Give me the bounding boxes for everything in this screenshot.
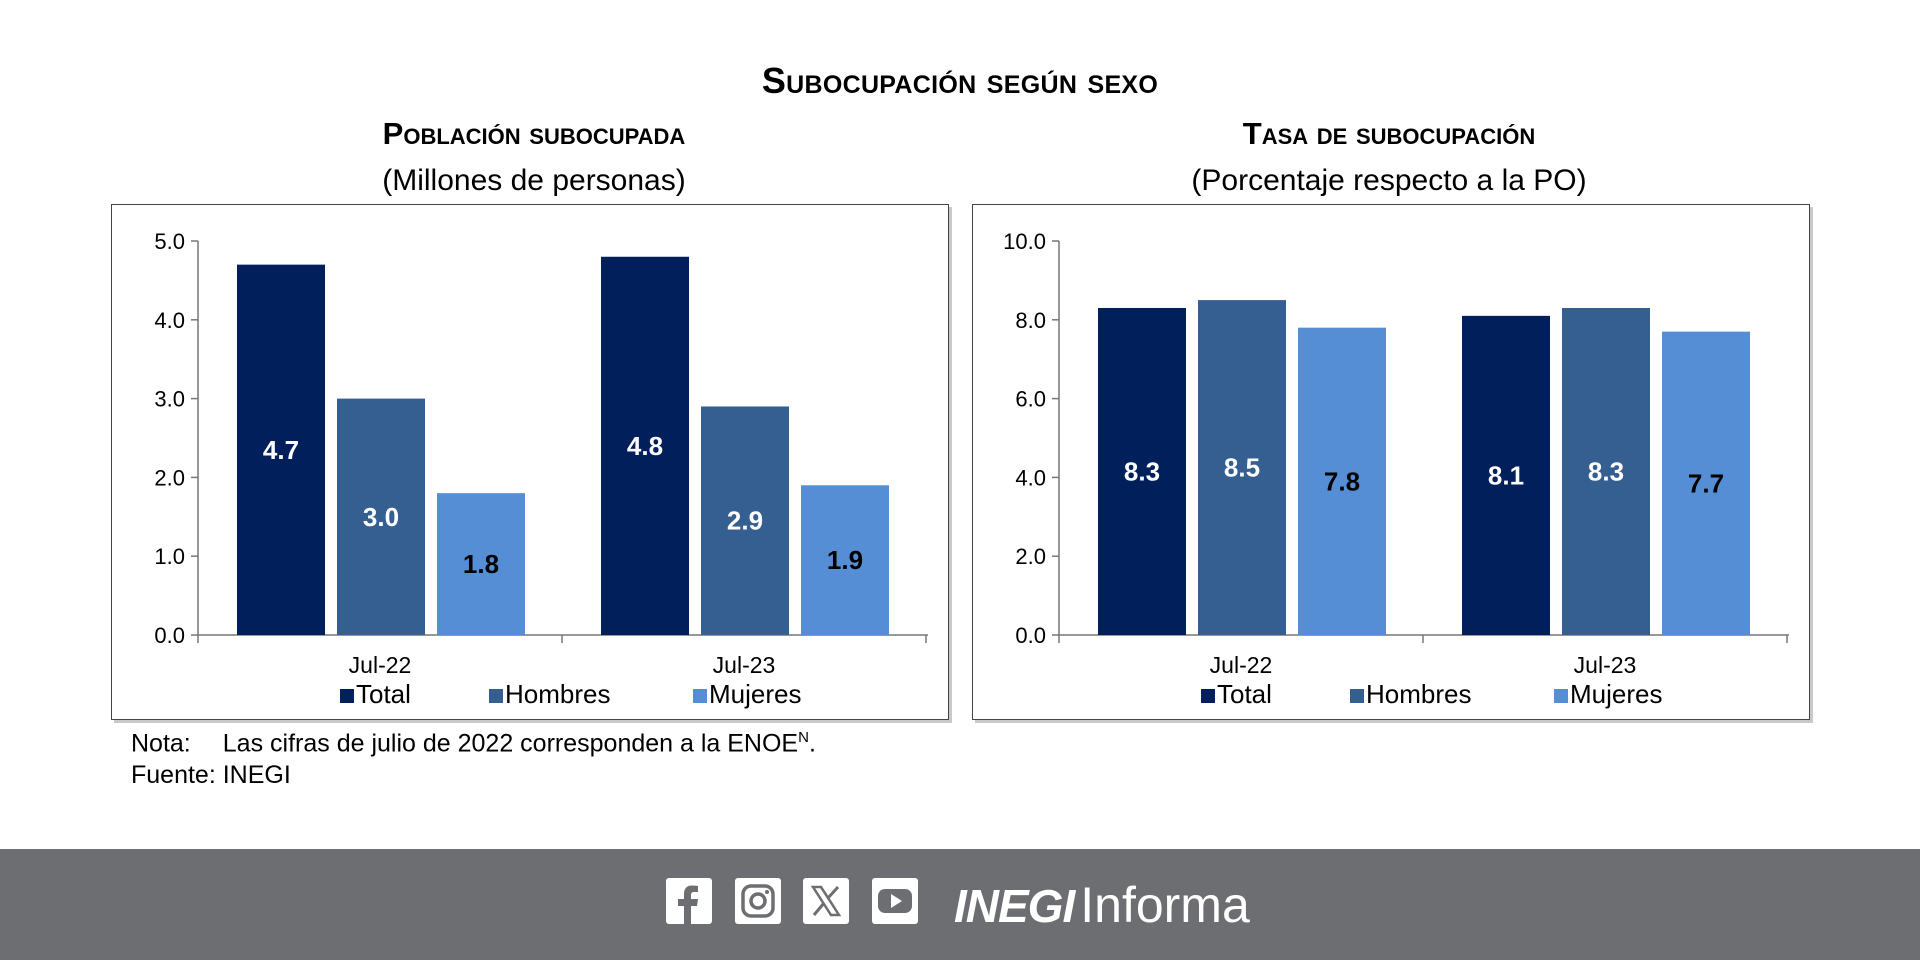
bar-total-jul-23 bbox=[601, 256, 689, 635]
legend-label-total: Total bbox=[1217, 679, 1272, 709]
facebook-icon[interactable] bbox=[666, 878, 712, 924]
y-tick-label: 2.0 bbox=[154, 465, 185, 490]
nota-end: . bbox=[808, 729, 816, 758]
chart-1-subtitle: (Millones de personas) bbox=[382, 164, 686, 197]
chart-2-title: Tasa de subocupación bbox=[1242, 116, 1536, 151]
category-label: Jul-22 bbox=[349, 652, 412, 678]
legend-swatch-hombres bbox=[1350, 689, 1364, 703]
legend-label-mujeres: Mujeres bbox=[709, 679, 801, 709]
bar-hombres-jul-23 bbox=[701, 406, 789, 635]
category-label: Jul-23 bbox=[713, 652, 776, 678]
y-tick-label: 8.0 bbox=[1015, 308, 1046, 333]
data-label: 8.5 bbox=[1224, 453, 1260, 483]
footer-bar bbox=[0, 849, 1920, 960]
y-tick-label: 0.0 bbox=[1015, 623, 1046, 648]
instagram-icon[interactable] bbox=[735, 878, 781, 924]
bar-total-jul-22 bbox=[1098, 307, 1186, 635]
data-label: 2.9 bbox=[727, 506, 763, 536]
fuente-row: Fuente: INEGI bbox=[131, 761, 291, 790]
bar-total-jul-23 bbox=[1462, 315, 1550, 635]
chart-rate: 0.0 2.0 4.0 6.0 8.0 10.0 8.3 8.5 7.8 Jul-22 8.1 8.3… bbox=[972, 204, 1810, 720]
data-label: 4.7 bbox=[263, 435, 299, 465]
chart-population-svg: 0.0 1.0 2.0 3.0 4.0 5.0 4.7 3.0 1.8 Jul-22 4.8 2.9 1… bbox=[154, 229, 928, 709]
x-icon[interactable] bbox=[803, 878, 849, 924]
data-label: 8.3 bbox=[1588, 456, 1624, 486]
legend-swatch-mujeres bbox=[693, 689, 707, 703]
bar-hombres-jul-22 bbox=[1198, 300, 1286, 635]
chart-1-title: Población subocupada bbox=[382, 116, 686, 151]
category-label: Jul-22 bbox=[1210, 652, 1273, 678]
bar-mujeres-jul-23 bbox=[801, 485, 889, 635]
legend-label-mujeres: Mujeres bbox=[1570, 679, 1662, 709]
bar-hombres-jul-23 bbox=[1562, 307, 1650, 635]
y-tick-label: 10.0 bbox=[1003, 229, 1046, 254]
notes: Nota: Las cifras de julio de 2022 corresp… bbox=[131, 722, 816, 791]
y-tick-label: 2.0 bbox=[1015, 544, 1046, 569]
nota-text: Las cifras de julio de 2022 corresponden… bbox=[222, 729, 799, 758]
brand-inegi: INEGI bbox=[954, 880, 1075, 932]
youtube-icon[interactable] bbox=[872, 878, 918, 924]
bar-mujeres-jul-22 bbox=[437, 493, 525, 635]
legend-label-hombres: Hombres bbox=[505, 679, 610, 709]
chart-population: 0.0 1.0 2.0 3.0 4.0 5.0 4.7 3.0 1.8 Jul-22 4.8 2.9 1… bbox=[111, 204, 949, 720]
y-tick-label: 3.0 bbox=[154, 387, 185, 412]
legend-label-total: Total bbox=[356, 679, 411, 709]
data-label: 8.3 bbox=[1124, 456, 1160, 486]
y-tick-label: 6.0 bbox=[1015, 387, 1046, 412]
legend-swatch-total bbox=[1201, 689, 1215, 703]
inegi-informa-logo: INEGI Informa bbox=[954, 876, 1250, 933]
legend-label-hombres: Hombres bbox=[1366, 679, 1471, 709]
data-label: 8.1 bbox=[1488, 460, 1524, 490]
legend-swatch-total bbox=[340, 689, 354, 703]
data-label: 1.9 bbox=[827, 545, 863, 575]
data-label: 3.0 bbox=[363, 502, 399, 532]
data-label: 7.8 bbox=[1324, 466, 1360, 496]
legend-swatch-mujeres bbox=[1554, 689, 1568, 703]
bar-hombres-jul-22 bbox=[337, 398, 425, 635]
chart-2-subtitle: (Porcentaje respecto a la PO) bbox=[1191, 164, 1587, 197]
data-label: 1.8 bbox=[463, 549, 499, 579]
category-label: Jul-23 bbox=[1574, 652, 1637, 678]
nota-superscript: N bbox=[798, 729, 809, 746]
nota-label: Nota: bbox=[131, 729, 191, 758]
legend-swatch-hombres bbox=[489, 689, 503, 703]
main-title: Subocupación según sexo bbox=[761, 60, 1159, 101]
data-label: 4.8 bbox=[627, 431, 663, 461]
bar-total-jul-22 bbox=[237, 264, 325, 635]
nota-row: Nota: Las cifras de julio de 2022 corresp… bbox=[131, 722, 816, 759]
y-tick-label: 4.0 bbox=[1015, 465, 1046, 490]
y-tick-label: 0.0 bbox=[154, 623, 185, 648]
brand-informa: Informa bbox=[1080, 877, 1250, 933]
bar-mujeres-jul-23 bbox=[1662, 331, 1750, 635]
bar-mujeres-jul-22 bbox=[1298, 327, 1386, 635]
y-tick-label: 5.0 bbox=[154, 229, 185, 254]
y-tick-label: 1.0 bbox=[154, 544, 185, 569]
chart-rate-svg: 0.0 2.0 4.0 6.0 8.0 10.0 8.3 8.5 7.8 Jul-22 8.1 8.3… bbox=[1003, 229, 1789, 709]
y-tick-label: 4.0 bbox=[154, 308, 185, 333]
data-label: 7.7 bbox=[1688, 468, 1724, 498]
